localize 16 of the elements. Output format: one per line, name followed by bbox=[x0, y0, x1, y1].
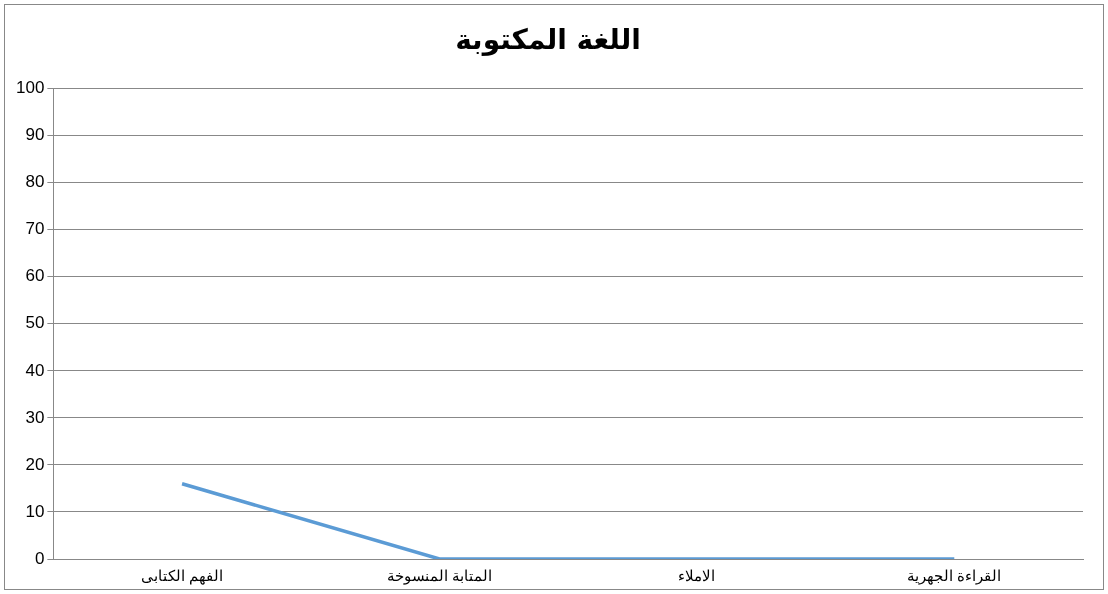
chart-title: اللغة المكتوبة bbox=[455, 23, 641, 57]
y-tick-label: 70 bbox=[25, 219, 45, 239]
y-tick-label: 50 bbox=[25, 313, 45, 333]
y-tick-label: 20 bbox=[25, 454, 45, 474]
x-tick-label: القراءة الجهرية bbox=[907, 567, 1002, 586]
y-tick-label: 40 bbox=[25, 360, 45, 380]
x-tick-label: الفهم الكتابى bbox=[140, 567, 224, 586]
y-tick-label: 60 bbox=[25, 266, 45, 286]
x-tick-label: الاملاء bbox=[678, 567, 716, 585]
y-tick-label: 100 bbox=[15, 78, 45, 98]
x-tick-label: المتابة المنسوخة bbox=[386, 567, 493, 586]
y-tick-label: 90 bbox=[25, 125, 45, 145]
y-tick-label: 80 bbox=[25, 172, 45, 192]
y-tick-label: 30 bbox=[25, 407, 45, 427]
y-tick-label: 0 bbox=[34, 548, 45, 568]
y-tick-label: 10 bbox=[25, 501, 45, 521]
